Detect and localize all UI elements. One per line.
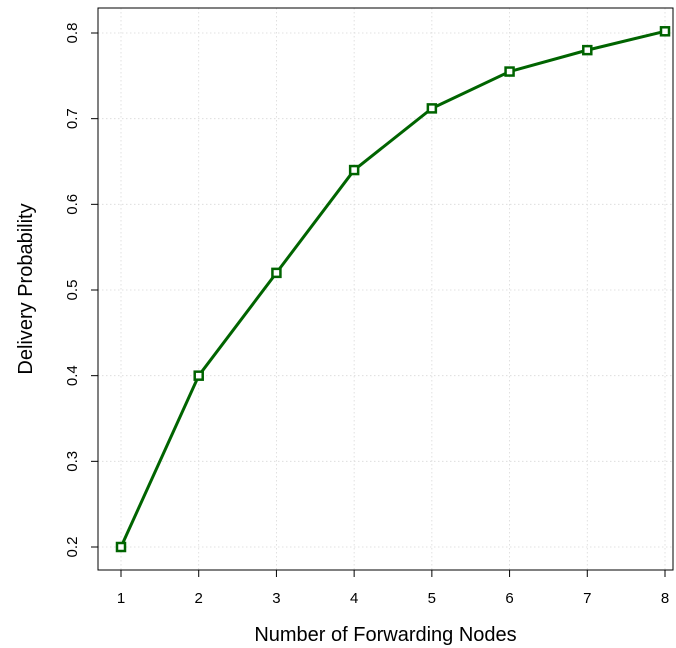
- data-point-marker: [504, 66, 515, 77]
- data-point-marker: [115, 541, 127, 553]
- x-tick-label: 6: [505, 590, 513, 607]
- y-tick-label: 0.4: [64, 365, 81, 386]
- x-axis: 1 2 3 4 5 6 7 8: [117, 569, 669, 607]
- y-tick-label: 0.2: [64, 537, 81, 558]
- x-tick-label: 8: [661, 590, 669, 607]
- data-point-marker: [271, 267, 282, 279]
- data-point-marker: [348, 164, 360, 176]
- x-tick-label: 5: [428, 590, 436, 607]
- data-point-marker: [426, 103, 438, 114]
- data-point-marker: [659, 26, 671, 37]
- data-point-marker: [582, 44, 593, 56]
- y-tick-label: 0.8: [64, 23, 81, 44]
- y-tick-label: 0.5: [64, 280, 81, 301]
- series-group: [115, 26, 671, 553]
- x-tick-label: 7: [583, 590, 591, 607]
- x-axis-title: Number of Forwarding Nodes: [254, 624, 516, 646]
- grid-lines: [98, 8, 673, 570]
- x-tick-label: 1: [117, 590, 125, 607]
- x-tick-label: 3: [272, 590, 280, 607]
- x-tick-label: 4: [350, 590, 358, 607]
- y-axis-title: Delivery Probability: [15, 203, 37, 374]
- data-point-marker: [193, 370, 204, 381]
- y-tick-label: 0.6: [64, 194, 81, 215]
- series-line: [119, 29, 666, 548]
- y-tick-label: 0.7: [64, 108, 81, 129]
- x-tick-label: 2: [195, 590, 203, 607]
- y-axis: 0.2 0.3 0.4 0.5 0.6 0.7 0.8: [64, 23, 98, 558]
- y-tick-label: 0.3: [64, 451, 81, 472]
